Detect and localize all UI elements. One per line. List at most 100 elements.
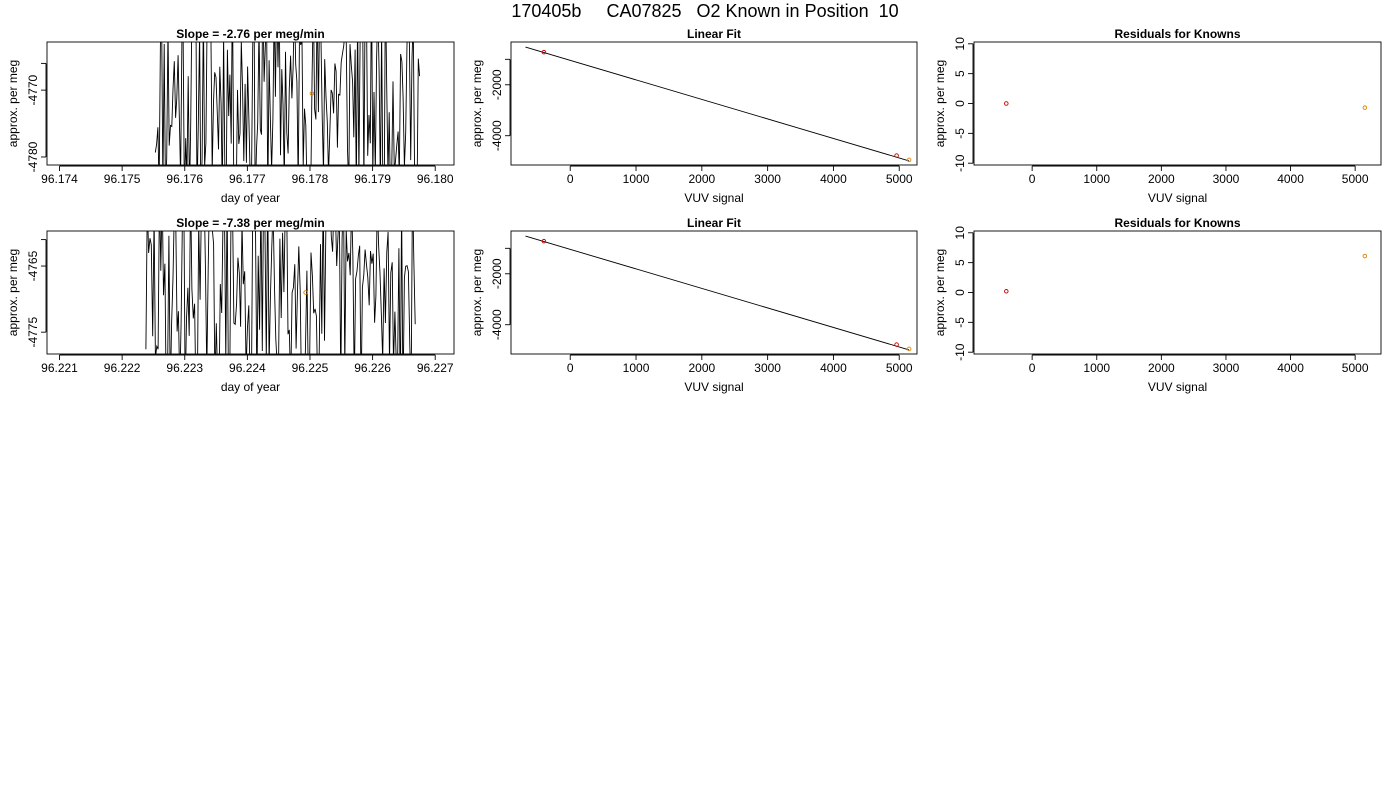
x-tick-label: 2000	[688, 172, 715, 186]
x-tick-label: 1000	[1083, 172, 1110, 186]
x-tick-label: 96.227	[417, 361, 454, 375]
y-tick-label: -4000	[490, 120, 504, 151]
x-tick-label: 96.221	[41, 361, 78, 375]
data-point-highlight	[303, 290, 308, 295]
x-axis-label: VUV signal	[684, 380, 743, 394]
data-trace	[154, 42, 421, 165]
data-point-known	[1004, 289, 1009, 294]
x-tick-label: 4000	[1277, 172, 1304, 186]
plot-area	[1004, 101, 1368, 110]
x-tick-label: 5000	[1342, 361, 1369, 375]
main-title: 170405b CA07825 O2 Known in Position 10	[511, 1, 899, 21]
y-axis-label: approx. per meg	[470, 60, 484, 147]
panel-title: Residuals for Knowns	[1114, 27, 1240, 41]
x-tick-label: 2000	[1148, 361, 1175, 375]
x-tick-label: 96.177	[229, 172, 266, 186]
x-tick-label: 96.179	[354, 172, 391, 186]
y-tick-label: -2000	[490, 258, 504, 289]
panel-frame	[46, 230, 455, 355]
x-tick-label: 3000	[1213, 172, 1240, 186]
y-tick-label: -10	[953, 343, 967, 361]
x-tick-label: 96.176	[166, 172, 203, 186]
x-tick-label: 96.224	[229, 361, 266, 375]
panel-frame	[510, 41, 918, 166]
data-point-highlight	[906, 346, 912, 352]
x-tick-label: 96.180	[417, 172, 454, 186]
x-axis-label: VUV signal	[684, 191, 743, 205]
x-tick-label: 96.223	[166, 361, 203, 375]
x-axis: 0 1000 2000 3000 4000 5000 VUV signal	[1029, 165, 1369, 205]
panel-title: Linear Fit	[687, 216, 741, 230]
x-axis: 0 1000 2000 3000 4000 5000 VUV signal	[567, 354, 913, 394]
y-tick-label: 5	[953, 259, 967, 266]
y-axis-label: approx. per meg	[470, 249, 484, 336]
data-point-known	[1353, 226, 1357, 230]
y-tick-label: -4780	[26, 141, 40, 172]
x-tick-label: 3000	[754, 172, 781, 186]
data-point-known	[541, 238, 547, 244]
panel-fit-row1: 0 1000 2000 3000 4000 5000 VUV signal -2000 -400…	[470, 27, 918, 205]
panel-fit-row2: 0 1000 2000 3000 4000 5000 VUV signal -2000 -400…	[470, 216, 918, 394]
x-tick-label: 96.225	[292, 361, 329, 375]
plot-area	[154, 42, 421, 165]
panel-slope-row1: 96.174 96.175 96.176 96.177 96.178 96.179 96.1…	[6, 27, 455, 205]
panel-slope-row2: 96.221 96.222 96.223 96.224 96.225 96.226 96.2…	[6, 216, 455, 394]
y-axis-label: approx. per meg	[933, 249, 947, 336]
y-tick-label: 10	[953, 226, 967, 240]
x-axis: 96.174 96.175 96.176 96.177 96.178 96.179 96.1…	[41, 165, 454, 205]
y-axis: -4770 -4780 approx. per meg	[6, 60, 47, 172]
x-tick-label: 0	[1029, 361, 1036, 375]
data-trace	[145, 231, 416, 354]
x-tick-label: 0	[567, 172, 574, 186]
x-axis-label: day of year	[221, 191, 280, 205]
x-tick-label: 3000	[1213, 361, 1240, 375]
x-tick-label: 2000	[688, 361, 715, 375]
y-tick-label: -5	[953, 317, 967, 328]
plot-area	[525, 46, 912, 163]
data-point-known	[894, 342, 899, 347]
fit-line	[525, 46, 910, 162]
x-tick-label: 4000	[820, 361, 847, 375]
y-tick-label: -4765	[26, 250, 40, 281]
x-tick-label: 96.226	[354, 361, 391, 375]
x-axis: 0 1000 2000 3000 4000 5000 VUV signal	[1029, 354, 1369, 394]
x-tick-label: 0	[567, 361, 574, 375]
panel-title: Slope = -2.76 per meg/min	[176, 27, 324, 41]
data-point-known	[894, 153, 899, 158]
x-tick-label: 4000	[820, 172, 847, 186]
plot-area	[1004, 226, 1368, 294]
y-axis-label: approx. per meg	[6, 60, 20, 147]
y-tick-label: -10	[953, 154, 967, 172]
y-tick-label: -4000	[490, 309, 504, 340]
x-tick-label: 1000	[623, 361, 650, 375]
data-point-highlight	[906, 157, 912, 163]
y-axis-label: approx. per meg	[6, 249, 20, 336]
y-axis: -2000 -4000 approx. per meg	[470, 58, 511, 151]
panel-resid-row1: 0 1000 2000 3000 4000 5000 VUV signal 10 5 0 -5 -10…	[933, 27, 1382, 205]
y-axis: 10 5 0 -5 -10 approx. per meg	[933, 37, 974, 172]
y-tick-label: -5	[953, 128, 967, 139]
y-axis: 10 5 0 -5 -10 approx. per meg	[933, 226, 974, 361]
x-axis-label: VUV signal	[1148, 380, 1207, 394]
y-tick-label: -2000	[490, 69, 504, 100]
data-point-highlight	[1362, 253, 1368, 259]
x-tick-label: 4000	[1277, 361, 1304, 375]
y-axis: -4765 -4775 approx. per meg	[6, 239, 47, 348]
data-point-known	[541, 49, 547, 55]
y-tick-label: 5	[953, 70, 967, 77]
y-tick-label: -4770	[26, 74, 40, 105]
panel-title: Slope = -7.38 per meg/min	[176, 216, 324, 230]
y-axis: -2000 -4000 approx. per meg	[470, 247, 511, 340]
y-axis-label: approx. per meg	[933, 60, 947, 147]
panel-title: Residuals for Knowns	[1114, 216, 1240, 230]
x-axis-label: day of year	[221, 380, 280, 394]
panel-frame	[46, 41, 455, 166]
panel-resid-row2: 0 1000 2000 3000 4000 5000 VUV signal 10 5 0 -5 -10…	[933, 216, 1382, 394]
x-tick-label: 5000	[886, 172, 913, 186]
panel-frame	[510, 230, 918, 355]
plot-area	[145, 231, 416, 354]
x-tick-label: 96.175	[104, 172, 141, 186]
panel-frame	[973, 41, 1382, 166]
x-tick-label: 96.178	[292, 172, 329, 186]
